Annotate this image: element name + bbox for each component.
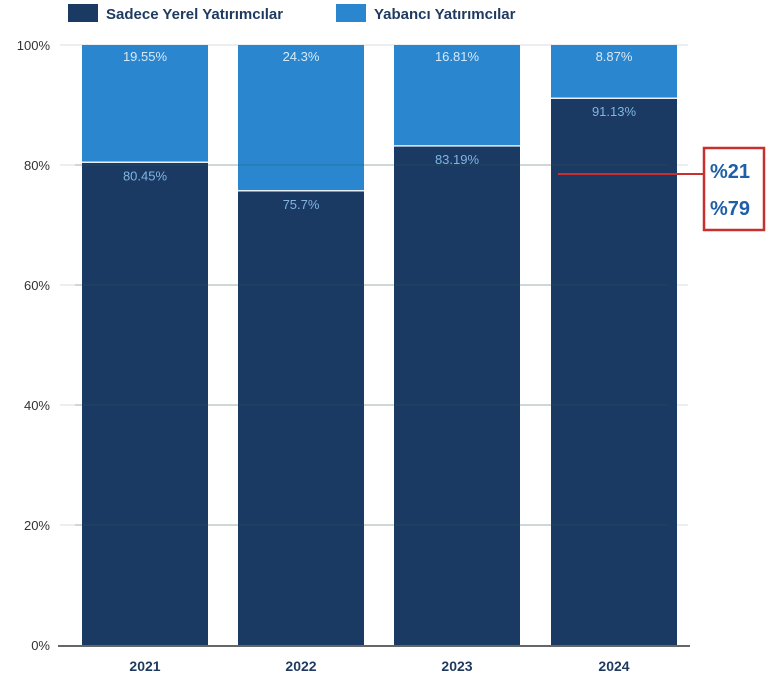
bars: 19.55% 80.45% 24.3% 75.7% 16.81% 83.19% 8.87% 9… <box>75 45 677 646</box>
bar-local-2023 <box>394 145 520 646</box>
bar-foreign-2024 <box>551 45 677 99</box>
annotation-line-2: %79 <box>710 198 750 220</box>
y-axis: 0% 20% 40% 60% 80% 100% <box>17 38 51 653</box>
bar-foreign-2022 <box>238 45 364 191</box>
bar-foreign-2021 <box>82 45 208 163</box>
data-label-foreign-2022: 24.3% <box>283 49 320 64</box>
x-tick-label-2021: 2021 <box>129 658 160 674</box>
data-label-foreign-2023: 16.81% <box>435 49 480 64</box>
data-label-foreign-2024: 8.87% <box>596 49 633 64</box>
x-tick-label-2022: 2022 <box>285 658 316 674</box>
data-label-foreign-2021: 19.55% <box>123 49 168 64</box>
data-label-local-2023: 83.19% <box>435 152 480 167</box>
x-axis: 2021 2022 2023 2024 <box>58 645 690 674</box>
chart-legend: Sadece Yerel Yatırımcılar Yabancı Yatırım… <box>68 4 516 23</box>
bar-local-2024 <box>551 98 677 646</box>
x-tick-label-2023: 2023 <box>441 658 472 674</box>
annotation-box <box>702 146 766 232</box>
legend-label-0: Sadece Yerel Yatırımcılar <box>106 6 283 23</box>
y-tick-label: 0% <box>31 638 50 653</box>
annotation-callout: %21 %79 <box>558 146 766 232</box>
legend-label-1: Yabancı Yatırımcılar <box>374 6 516 23</box>
x-tick-label-2024: 2024 <box>598 658 629 674</box>
data-label-local-2024: 91.13% <box>592 104 637 119</box>
bar-foreign-2023 <box>394 45 520 146</box>
y-tick-label: 20% <box>24 518 50 533</box>
y-tick-label: 60% <box>24 278 50 293</box>
y-tick-label: 100% <box>17 38 51 53</box>
y-tick-label: 80% <box>24 158 50 173</box>
bar-local-2021 <box>82 162 208 646</box>
y-tick-label: 40% <box>24 398 50 413</box>
data-label-local-2022: 75.7% <box>283 197 320 212</box>
annotation-line-1: %21 <box>710 161 750 183</box>
data-label-local-2021: 80.45% <box>123 168 168 183</box>
bar-local-2022 <box>238 190 364 646</box>
legend-swatch-1 <box>336 4 366 22</box>
legend-swatch-0 <box>68 4 98 22</box>
